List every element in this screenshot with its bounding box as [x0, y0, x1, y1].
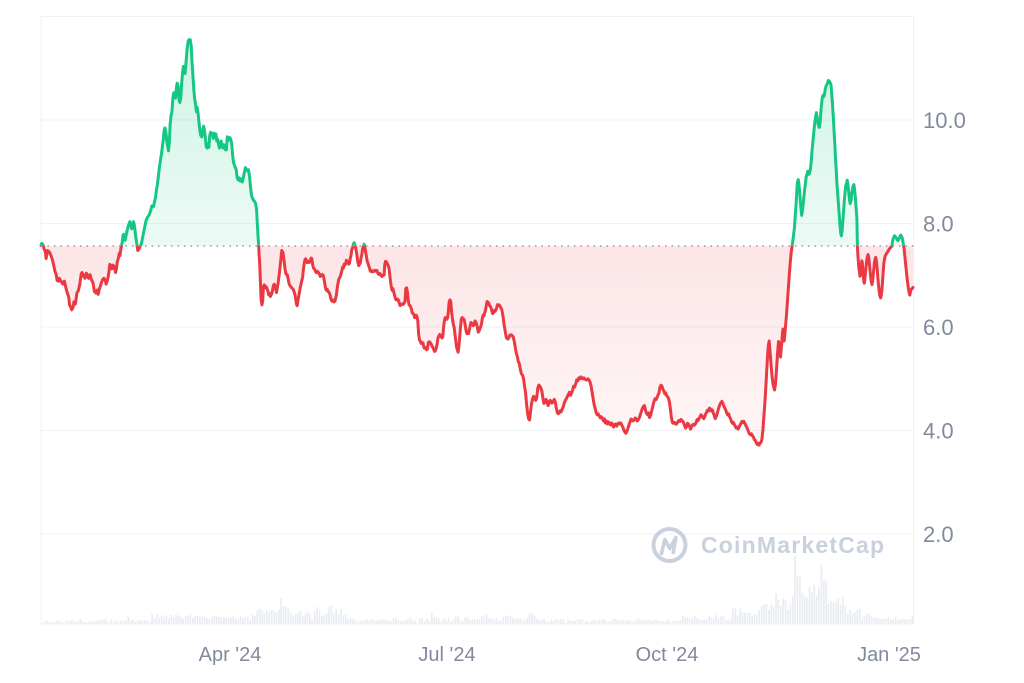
svg-text:Apr '24: Apr '24: [199, 644, 262, 666]
svg-text:10.0: 10.0: [923, 108, 966, 133]
svg-text:4.0: 4.0: [923, 419, 954, 444]
svg-text:8.0: 8.0: [923, 212, 954, 237]
svg-text:CoinMarketCap: CoinMarketCap: [701, 532, 885, 558]
svg-text:6.0: 6.0: [923, 315, 954, 340]
svg-text:Oct '24: Oct '24: [636, 644, 699, 666]
svg-text:Jan '25: Jan '25: [857, 644, 921, 666]
svg-text:2.0: 2.0: [923, 522, 954, 547]
svg-text:Jul '24: Jul '24: [418, 644, 475, 666]
